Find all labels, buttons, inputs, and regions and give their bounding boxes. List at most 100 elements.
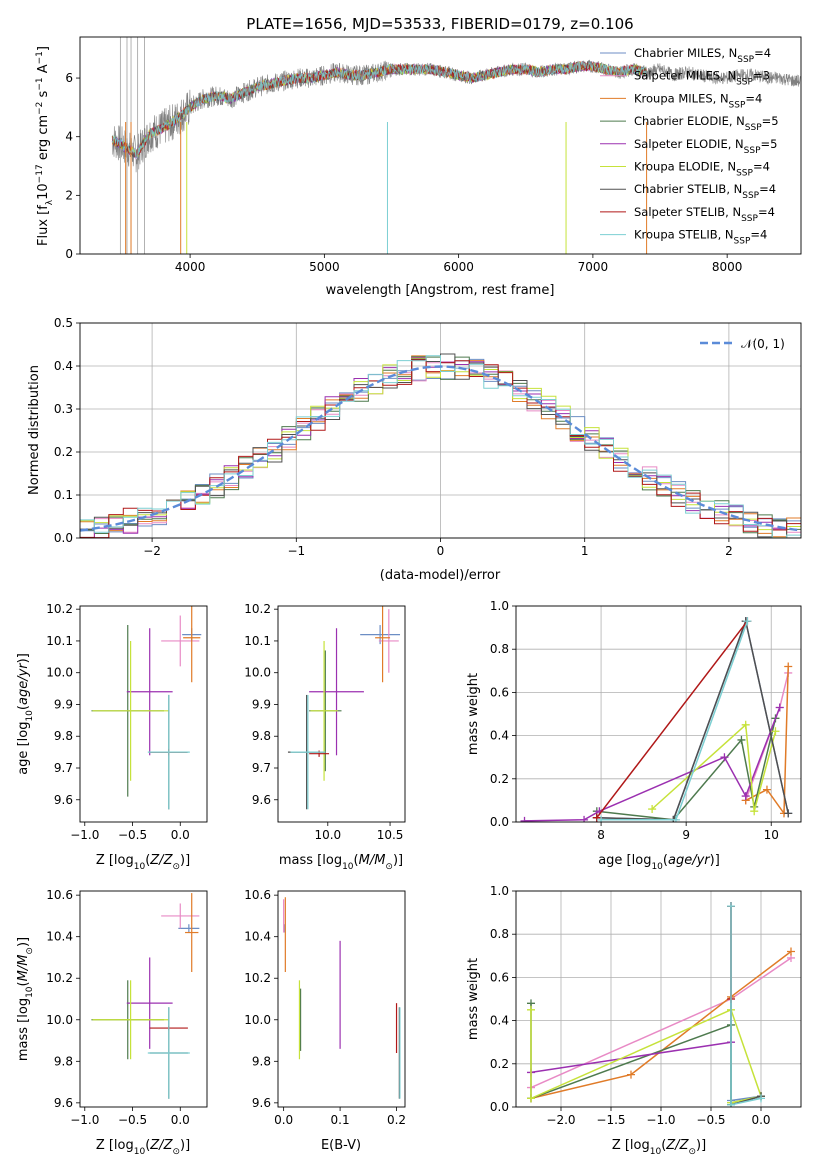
x-axis-label-part: )] xyxy=(180,853,190,868)
x-axis-label: (data-model)/error xyxy=(380,568,501,583)
y-tick-label: 9.7 xyxy=(252,761,271,775)
plot-area xyxy=(111,37,801,254)
y-tick-label: 2 xyxy=(65,188,73,202)
figure-title: PLATE=1656, MJD=53533, FIBERID=0179, z=0… xyxy=(246,15,633,33)
mass-weight-marker xyxy=(757,1094,765,1103)
legend-label: Kroupa ELODIE, NSSP=4 xyxy=(634,160,770,179)
x-axis-label-part: )] xyxy=(696,1138,706,1153)
y-axis-label-part: age [log xyxy=(16,722,31,775)
y-axis-label-part: erg cm xyxy=(36,115,51,164)
mass-weight-marker xyxy=(727,1100,735,1107)
plot-area xyxy=(283,897,401,1099)
x-axis-label-part: )] xyxy=(710,853,720,868)
mass-weight-line xyxy=(596,620,748,819)
x-tick-label: −1.5 xyxy=(596,1113,625,1127)
legend-label-part: =5 xyxy=(761,137,778,151)
gaussian-reference-line xyxy=(80,365,801,532)
y-tick-label: 10.2 xyxy=(46,971,73,985)
x-axis-label-part: ( xyxy=(145,1138,150,1153)
x-tick-label: 2 xyxy=(725,544,733,558)
mass-weight-line xyxy=(524,707,781,822)
legend-label-part: SSP xyxy=(737,55,754,65)
x-tick-label: 0.0 xyxy=(171,1113,190,1127)
axes-frame xyxy=(277,890,406,1108)
mass-weight-marker xyxy=(727,902,735,911)
x-axis-label-part: M/M xyxy=(359,853,386,868)
y-tick-label: 10.0 xyxy=(244,1013,271,1027)
legend-label-part: Kroupa ELODIE, N xyxy=(634,160,736,174)
x-axis-label-part: ⊙ xyxy=(688,1147,696,1157)
legend-label-part: Chabrier MILES, N xyxy=(634,46,737,60)
x-tick-label: 8 xyxy=(597,828,605,842)
mass-weight-marker xyxy=(741,792,750,801)
y-tick-label: 0.1 xyxy=(54,488,73,502)
mass-weight-marker xyxy=(527,1094,535,1103)
x-tick-label: −1 xyxy=(287,544,305,558)
legend-label-part: Chabrier ELODIE, N xyxy=(634,114,745,128)
plot-area xyxy=(527,902,795,1107)
axes-frame xyxy=(79,890,208,1108)
y-axis-label-part: −17 xyxy=(35,164,45,183)
legend-label-part: =3 xyxy=(753,69,770,83)
x-axis-label-part: ( xyxy=(354,853,359,868)
y-tick-label: 0.4 xyxy=(490,1014,509,1028)
panels: 4000 5000 6000 7000 8000 0 2 4 6 Chabrier MILES, … xyxy=(16,36,802,1157)
legend-label: Kroupa MILES, NSSP=4 xyxy=(634,91,762,110)
plot-area xyxy=(287,606,401,810)
y-tick-label: 0.4 xyxy=(490,729,509,743)
panel-normed: −2 −1 0 1 2 0.0 0.1 0.2 0.3 0.4 0.5 𝒩(0, 1) (data-mo… xyxy=(27,316,802,583)
y-axis-label: Flux [fλ10−17 erg cm−2 s−1 A−1] xyxy=(35,46,55,246)
mass-weight-line xyxy=(651,723,777,812)
panel-mass_vs_Z: −1.0 −0.5 0.09.69.810.010.210.410.6Z [log1… xyxy=(16,888,208,1157)
legend-label-part: SSP xyxy=(734,237,751,247)
mass-weight-marker xyxy=(671,815,680,822)
legend-label: Salpeter MILES, NSSP=3 xyxy=(634,69,770,88)
y-tick-label: 0.8 xyxy=(490,642,509,656)
y-axis-label-part: 10 xyxy=(25,986,35,998)
mass-weight-line xyxy=(530,950,792,1100)
x-axis-label: Z [log10(Z/Z⊙)] xyxy=(612,1138,706,1157)
x-axis-label-part: 10 xyxy=(342,862,354,872)
y-axis-label: mass weight xyxy=(466,673,481,755)
mass-weight-marker xyxy=(762,785,771,794)
x-tick-label: 7000 xyxy=(578,260,609,274)
y-axis-label-part: −1 xyxy=(35,77,45,90)
axes-frame xyxy=(515,605,802,823)
x-axis-label-part: mass [log xyxy=(279,853,342,868)
x-tick-label: −1.0 xyxy=(70,1113,99,1127)
y-tick-label: 0.0 xyxy=(490,1100,509,1114)
legend-label: Chabrier STELIB, NSSP=4 xyxy=(634,182,776,201)
y-tick-label: 10.6 xyxy=(46,888,73,902)
legend-label-part: =4 xyxy=(750,228,767,242)
x-axis-label-part: Z [log xyxy=(96,853,134,868)
y-tick-label: 0.3 xyxy=(54,402,73,416)
y-tick-label: 1.0 xyxy=(490,599,509,613)
x-axis-label: age [log10(age/yr)] xyxy=(598,853,720,872)
x-axis-label-part: ⊙ xyxy=(172,1147,180,1157)
y-axis-label: age [log10(age/yr)] xyxy=(16,653,35,775)
x-axis-label: Z [log10(Z/Z⊙)] xyxy=(96,1138,190,1157)
legend-label-part: SSP xyxy=(745,123,762,133)
x-axis-label-part: 10 xyxy=(651,862,663,872)
y-tick-label: 0.2 xyxy=(490,772,509,786)
axes-frame xyxy=(79,36,802,255)
y-tick-label: 0.0 xyxy=(490,815,509,829)
x-tick-label: 10.5 xyxy=(377,828,404,842)
plot-area xyxy=(80,353,801,538)
x-tick-label: −1.0 xyxy=(646,1113,675,1127)
legend-label-part: =5 xyxy=(762,114,779,128)
y-tick-label: 10.2 xyxy=(46,602,73,616)
legend-label-part: SSP xyxy=(736,78,753,88)
y-tick-label: 9.6 xyxy=(54,793,73,807)
y-tick-label: 9.9 xyxy=(54,697,73,711)
y-tick-label: 9.8 xyxy=(54,729,73,743)
legend-label: Salpeter STELIB, NSSP=4 xyxy=(634,205,775,224)
plot-area xyxy=(91,606,202,810)
y-tick-label: 0.6 xyxy=(490,970,509,984)
y-axis-label-part: Flux [f xyxy=(36,205,51,246)
y-tick-label: 10.1 xyxy=(244,634,271,648)
x-axis-label-part: Z [log xyxy=(612,1138,650,1153)
y-axis-label-part: 10 xyxy=(36,183,51,200)
x-axis-label-part: 10 xyxy=(650,1147,662,1157)
